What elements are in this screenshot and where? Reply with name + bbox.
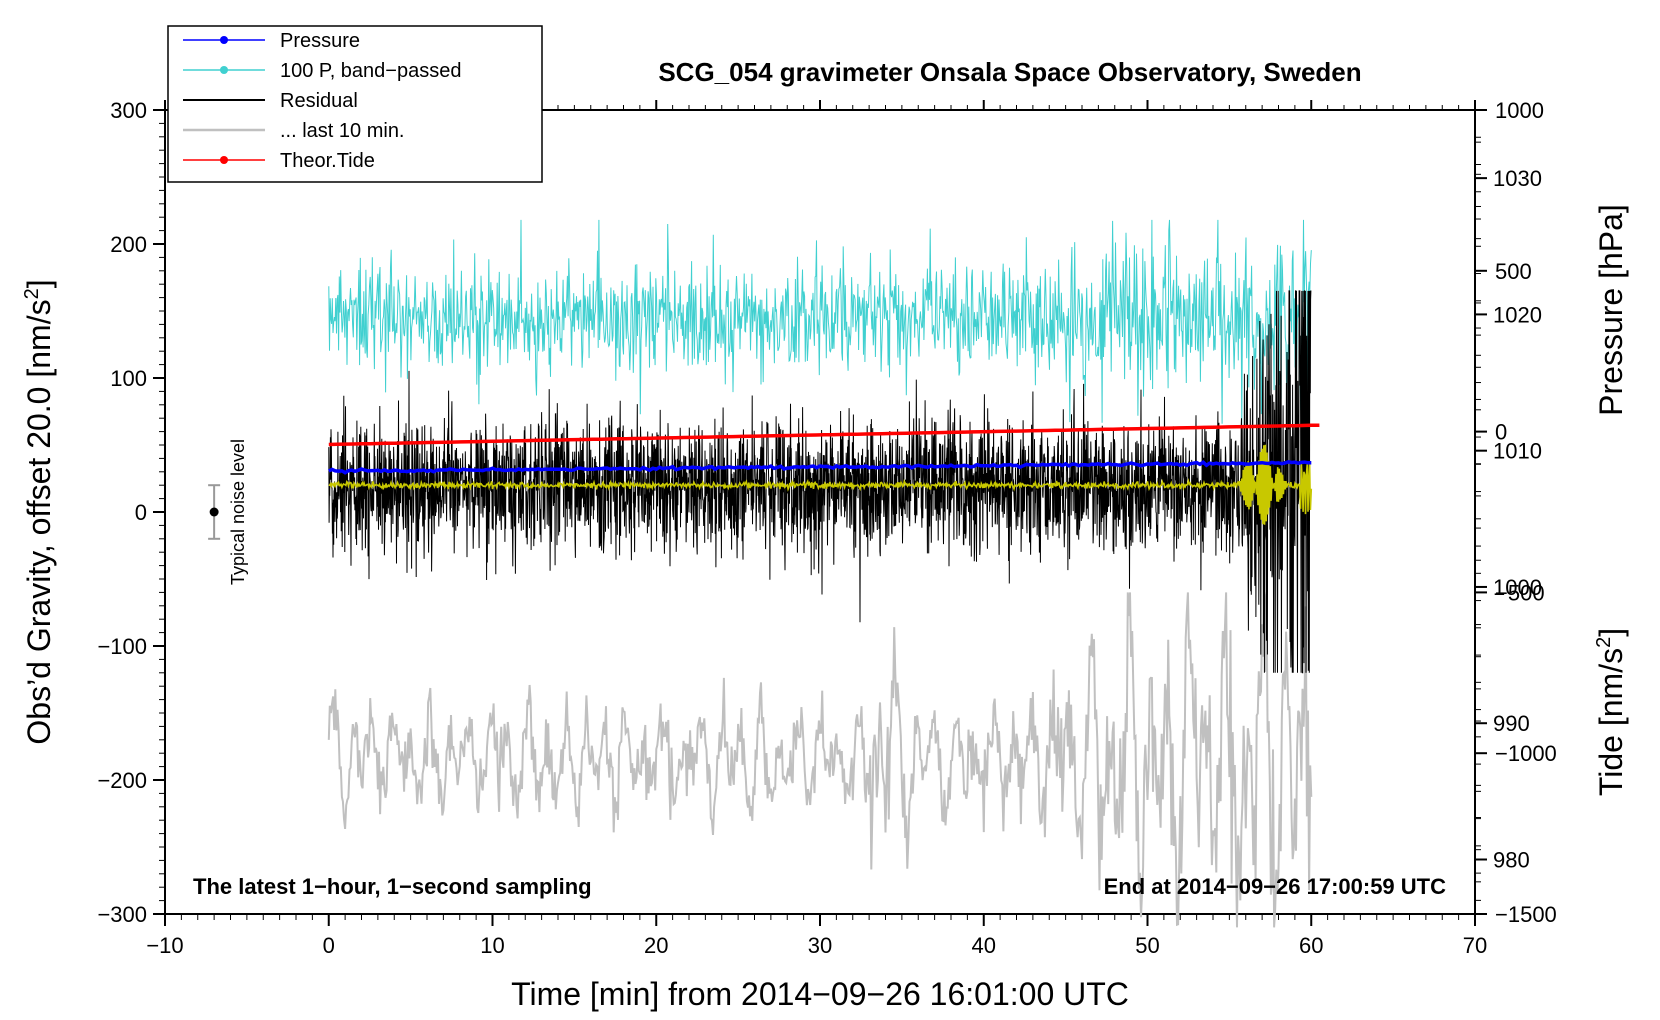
noise-indicator-dot (209, 507, 219, 517)
series-layer (327, 219, 1320, 928)
left-tick-label: −300 (97, 902, 147, 927)
left-axis-title-close: ] (21, 279, 57, 288)
legend-label-residual: Residual (280, 90, 358, 112)
left-tick-label: 200 (110, 232, 147, 257)
tide-axis-title-sup: 2 (1593, 637, 1615, 648)
left-tick-label: 0 (135, 500, 147, 525)
tide-tick-label: 0 (1495, 420, 1507, 445)
left-axis-title-sup: 2 (21, 288, 43, 299)
tide-axis-title-main: Tide [nm/s (1593, 648, 1629, 796)
pressure-tick-label: 980 (1493, 847, 1530, 872)
left-tick-label: −100 (97, 634, 147, 659)
x-tick-label: 60 (1299, 933, 1323, 958)
tide-tick-label: −1500 (1495, 902, 1557, 927)
x-tick-label: 40 (972, 933, 996, 958)
tide-tick-label: −500 (1495, 580, 1545, 605)
x-tick-label: 20 (644, 933, 668, 958)
legend-marker-pressure (220, 36, 228, 44)
legend-label-tide: Theor.Tide (280, 150, 375, 172)
x-tick-label: 50 (1135, 933, 1159, 958)
x-tick-label: 30 (808, 933, 832, 958)
pressure-tick-label: 1030 (1493, 166, 1542, 191)
legend: Pressure 100 P, band−passed Residual ...… (167, 25, 543, 183)
pressure-tick-label: 1020 (1493, 302, 1542, 327)
pressure-tick-label: 1010 (1493, 439, 1542, 464)
legend-label-bandpassed: 100 P, band−passed (280, 60, 461, 82)
x-tick-label: 0 (323, 933, 335, 958)
pressure-axis-title: Pressure [hPa] (1593, 204, 1629, 416)
legend-marker-bandpassed (220, 66, 228, 74)
x-tick-label: 10 (480, 933, 504, 958)
annotation-sampling: The latest 1−hour, 1−second sampling (193, 874, 592, 899)
series-last-10-min (327, 592, 1313, 928)
tide-axis-title-close: ] (1593, 628, 1629, 637)
left-tick-label: −200 (97, 768, 147, 793)
left-tick-label: 300 (110, 98, 147, 123)
noise-indicator: Typical noise level (208, 439, 248, 585)
legend-entry-last10: ... last 10 min. (183, 120, 405, 142)
legend-box (167, 25, 543, 183)
chart-title: SCG_054 gravimeter Onsala Space Observat… (658, 57, 1361, 87)
annotation-end-time: End at 2014−09−26 17:00:59 UTC (1104, 874, 1447, 899)
tide-tick-label: 500 (1495, 259, 1532, 284)
x-axis-title: Time [min] from 2014−09−26 16:01:00 UTC (511, 976, 1129, 1012)
legend-entry-bandpassed: 100 P, band−passed (183, 60, 461, 82)
tide-tick-label: 1000 (1495, 98, 1544, 123)
tide-tick-label: −1000 (1495, 741, 1557, 766)
legend-entry-pressure: Pressure (183, 30, 360, 52)
noise-indicator-label: Typical noise level (228, 439, 248, 585)
x-tick-label: −10 (146, 933, 183, 958)
ticks-layer: −10 0 10 20 30 40 50 60 703002001000−100−200−300… (97, 98, 1556, 958)
tide-axis-title: Tide [nm/s2] (1593, 628, 1629, 796)
series-pressure (328, 459, 1312, 475)
series-bandpassed-pressure (328, 219, 1312, 425)
series-theor-tide (328, 423, 1320, 447)
legend-marker-tide (220, 156, 228, 164)
pressure-tick-label: 990 (1493, 711, 1530, 736)
legend-label-pressure: Pressure (280, 30, 360, 52)
x-tick-label: 70 (1463, 933, 1487, 958)
legend-entry-residual: Residual (183, 90, 358, 112)
left-axis-title: Obs’d Gravity, offset 20.0 [nm/s2] (21, 279, 57, 744)
series-residual-smoothed (328, 444, 1313, 525)
left-tick-label: 100 (110, 366, 147, 391)
legend-entry-tide: Theor.Tide (183, 150, 375, 172)
pressure-tick-label: 1000 (1493, 575, 1542, 600)
legend-label-last10: ... last 10 min. (280, 120, 405, 142)
left-axis-title-main: Obs’d Gravity, offset 20.0 [nm/s (21, 299, 57, 744)
